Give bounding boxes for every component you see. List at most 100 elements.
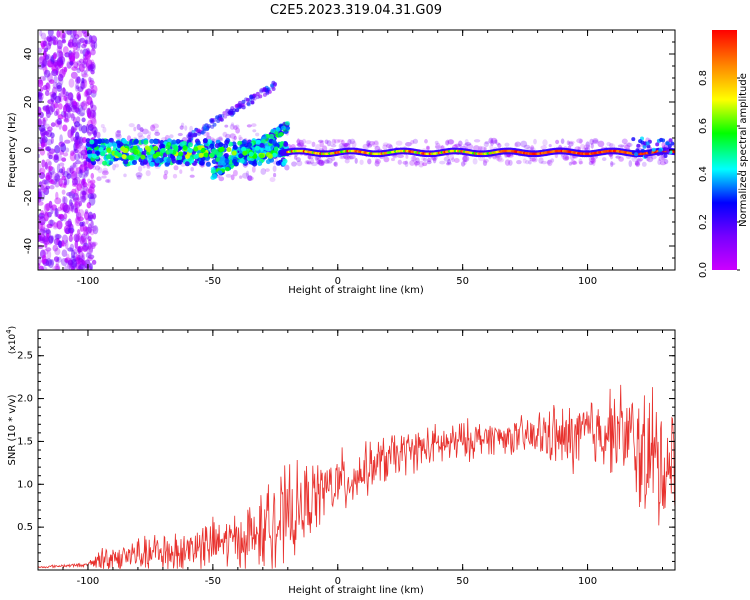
spectrogram-carrier-cell xyxy=(272,152,278,158)
spectrogram-noise-cell xyxy=(56,30,61,38)
spectrogram-haze-cell xyxy=(405,141,412,147)
spectrogram-carrier-cell xyxy=(141,150,147,156)
spectrogram-noise-cell xyxy=(70,258,78,268)
spectrogram-noise-cell xyxy=(86,49,90,55)
spectrogram-noise-cell xyxy=(74,82,80,92)
spectrogram-haze-cell xyxy=(547,160,551,165)
spectrogram-haze-cell xyxy=(184,125,188,131)
spectrogram-haze-cell xyxy=(94,165,101,171)
spectrogram-haze-cell xyxy=(137,132,144,138)
spectrogram-haze-cell xyxy=(659,161,667,166)
spectrogram-noise-cell xyxy=(60,87,67,98)
spectrogram-upper-trace-cell xyxy=(262,92,267,97)
spectrogram-haze-cell xyxy=(310,157,314,165)
spectrogram-haze-cell xyxy=(506,154,514,158)
spectrogram-carrier-cell xyxy=(207,139,212,145)
snr-y-ticks: 0.5 1.0 1.5 2.0 2.5 xyxy=(17,338,675,562)
spectrogram-haze-cell xyxy=(410,155,417,162)
spectrogram-noise-cell xyxy=(52,53,57,60)
spectrogram-noise-cell xyxy=(63,204,70,214)
spectrogram-haze-cell xyxy=(473,139,481,143)
spectrogram-noise-cell xyxy=(42,40,48,47)
spectrogram-noise-cell xyxy=(42,76,47,81)
spectrogram-carrier-cell xyxy=(198,160,204,166)
spectrogram-carrier-cell xyxy=(202,138,208,144)
spectrogram-noise-cell xyxy=(85,217,89,225)
spectrogram-carrier-cell xyxy=(128,155,134,161)
spectrogram-noise-cell xyxy=(41,254,47,264)
spectrogram-haze-cell xyxy=(206,132,210,137)
spectrogram-noise-cell xyxy=(85,167,90,172)
spectrogram-noise-cell xyxy=(80,70,87,78)
spectrogram-haze-cell xyxy=(233,135,237,140)
spectrogram-noise-cell xyxy=(72,178,78,186)
spectrogram-noise-cell xyxy=(87,236,92,242)
spectrogram-carrier-cell xyxy=(104,138,110,144)
spectrogram-haze-cell xyxy=(365,140,370,147)
spectrogram-haze-cell xyxy=(319,140,324,148)
spectrogram-haze-cell xyxy=(284,164,290,171)
spectrogram-haze-cell xyxy=(533,138,537,145)
spectrogram-haze-cell xyxy=(225,133,231,140)
spectrogram-noise-cell xyxy=(75,167,82,174)
spectrogram-haze-cell xyxy=(568,141,574,147)
spectrogram-carrier-cell xyxy=(659,151,664,156)
spectrogram-noise-cell xyxy=(38,142,41,148)
spectrogram-carrier-cell xyxy=(631,137,636,142)
spectrogram-haze-cell xyxy=(374,159,381,164)
spectrogram-upper-trace-cell xyxy=(223,114,228,119)
spectrogram-haze-cell xyxy=(462,155,468,163)
spectrogram-noise-cell xyxy=(87,211,94,222)
spectrogram-carrier-cell xyxy=(160,148,166,153)
spectrogram-noise-cell xyxy=(43,212,49,222)
spectrogram-haze-cell xyxy=(269,177,276,183)
spectrogram-noise-cell xyxy=(42,117,46,127)
spectrogram-carrier-cell xyxy=(218,142,224,148)
spectrogram-noise-cell xyxy=(39,75,46,82)
spectrogram-haze-cell xyxy=(218,176,225,182)
spectrogram-haze-cell xyxy=(621,138,628,144)
spectrogram-carrier-cell xyxy=(223,153,229,158)
spectrogram-noise-cell xyxy=(56,118,63,125)
spectrogram-haze-cell xyxy=(238,136,244,141)
spectrogram-carrier-cell xyxy=(149,138,155,144)
spectrogram-haze-cell xyxy=(473,145,480,151)
spectrogram-haze-cell xyxy=(550,158,555,163)
spectrogram-carrier-cell xyxy=(636,143,641,148)
spectrogram-haze-cell xyxy=(463,159,467,166)
spectrogram-carrier-cell xyxy=(647,150,652,154)
y-tick-label: -20 xyxy=(23,190,34,206)
spectrogram-noise-cell xyxy=(73,61,79,69)
spectrogram-noise-cell xyxy=(41,179,47,185)
spectrogram-haze-cell xyxy=(367,158,372,165)
spectrogram-haze-cell xyxy=(218,136,223,141)
spectrogram-upper-trace-cell xyxy=(262,86,267,91)
spectrogram-haze-cell xyxy=(636,157,644,162)
spectrogram-haze-cell xyxy=(342,142,350,147)
spectrogram-haze-cell xyxy=(414,160,421,166)
spectrogram-noise-cell xyxy=(39,54,44,64)
spectrogram-haze-cell xyxy=(445,140,449,146)
spectrogram-noise-cell xyxy=(41,132,45,142)
spectrogram-haze-cell xyxy=(650,154,657,160)
spectrogram-panel: -100 -50 0 50 100 -40 -20 0 20 40 Height of stra… xyxy=(7,29,676,296)
spectrogram-noise-cell xyxy=(52,221,59,230)
spectrogram-noise-cell xyxy=(77,39,81,45)
spectrogram-noise-cell xyxy=(45,229,51,235)
spectrogram-carrier-cell xyxy=(155,158,160,164)
spectrogram-noise-cell xyxy=(73,208,79,214)
spectrogram-noise-cell xyxy=(52,266,60,270)
spectrogram-carrier-cell xyxy=(153,145,159,151)
spectrogram-haze-cell xyxy=(238,134,242,141)
spectrogram-noise-cell xyxy=(87,108,92,119)
spectrogram-carrier-cell xyxy=(205,161,211,167)
spectrogram-noise-cell xyxy=(93,41,98,49)
spectrogram-haze-cell xyxy=(172,173,178,179)
spectrogram-haze-cell xyxy=(301,138,307,144)
spectrogram-noise-cell xyxy=(42,235,50,243)
spectrogram-haze-cell xyxy=(446,139,450,146)
spectrogram-noise-cell xyxy=(48,165,53,172)
spectrogram-haze-cell xyxy=(304,160,309,165)
spectrogram-noise-cell xyxy=(82,178,86,185)
spectrogram-noise-cell xyxy=(62,104,68,115)
